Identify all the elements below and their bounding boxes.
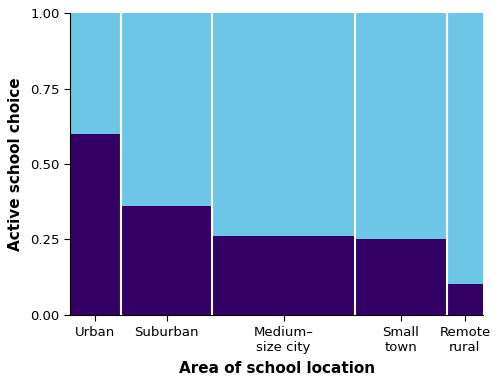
Bar [70,13,120,134]
Bar [355,239,446,314]
X-axis label: Area of school location: Area of school location [178,361,375,376]
Bar [120,206,212,314]
Bar [212,13,355,236]
Bar [120,13,212,206]
Bar [446,285,484,314]
Y-axis label: Active school choice: Active school choice [8,77,24,251]
Bar [70,134,120,314]
Bar [355,13,446,239]
Bar [446,13,484,285]
Bar [212,236,355,314]
